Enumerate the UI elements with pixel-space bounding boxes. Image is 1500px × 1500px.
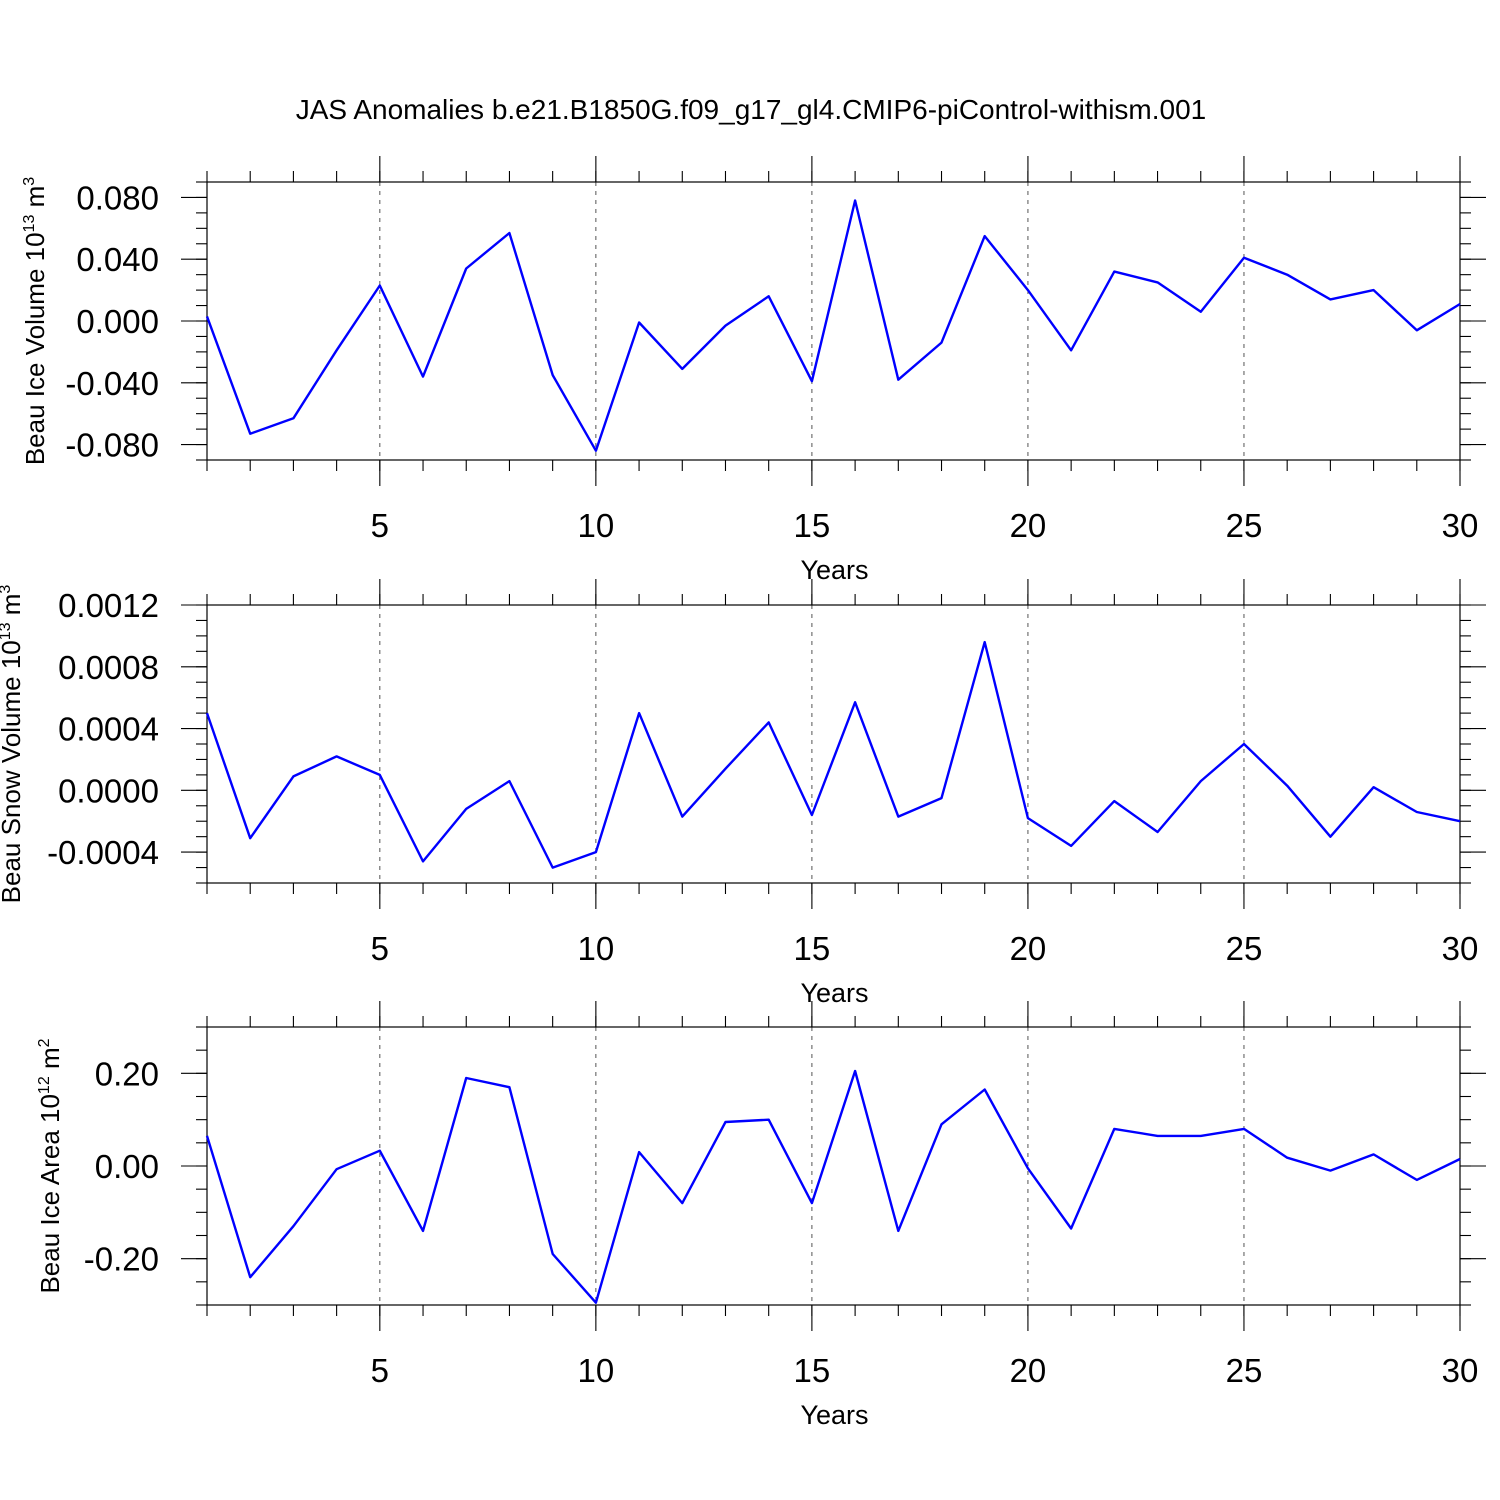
plot-frame xyxy=(206,604,1461,884)
x-tick-label: 5 xyxy=(371,507,389,544)
y-tick-label: 0.040 xyxy=(76,241,159,278)
y-axis-label-text: Beau Ice Volume 10 xyxy=(20,232,50,465)
y-axis-label: Beau Ice Volume 1013 m3 xyxy=(20,177,50,465)
y-axis-label-unit-exponent: 3 xyxy=(0,585,14,594)
plot-frame xyxy=(206,181,1461,461)
y-tick-label: -0.0004 xyxy=(47,834,159,871)
y-axis-label-text: Beau Snow Volume 10 xyxy=(0,640,26,903)
y-axis-label: Beau Snow Volume 1013 m3 xyxy=(0,585,26,904)
x-tick-label: 20 xyxy=(1010,930,1047,967)
y-tick-label: -0.20 xyxy=(84,1241,159,1278)
x-tick-label: 20 xyxy=(1010,1352,1047,1389)
x-axis-label: Years xyxy=(800,978,868,1008)
data-series-line xyxy=(205,640,1461,869)
figure-title: JAS Anomalies b.e21.B1850G.f09_g17_gl4.C… xyxy=(296,94,1207,125)
x-tick-label: 10 xyxy=(578,507,615,544)
x-tick-label: 10 xyxy=(578,1352,615,1389)
y-tick-label: 0.0008 xyxy=(58,649,159,686)
x-tick-label: 15 xyxy=(794,930,831,967)
y-axis-label-unit: m xyxy=(0,594,26,623)
x-tick-label: 25 xyxy=(1226,1352,1263,1389)
y-tick-label: 0.0004 xyxy=(58,711,159,748)
y-tick-label: -0.040 xyxy=(65,365,159,402)
x-axis-label: Years xyxy=(800,555,868,585)
y-tick-label: 0.20 xyxy=(95,1055,159,1092)
y-tick-label: 0.0012 xyxy=(58,587,159,624)
x-tick-label: 10 xyxy=(578,930,615,967)
x-tick-label: 15 xyxy=(794,1352,831,1389)
y-tick-label: 0.00 xyxy=(95,1148,159,1185)
x-tick-label: 30 xyxy=(1442,1352,1479,1389)
x-tick-label: 15 xyxy=(794,507,831,544)
y-axis-label-unit-exponent: 3 xyxy=(21,177,38,186)
data-series-line xyxy=(205,199,1461,452)
y-axis-label-unit-exponent: 2 xyxy=(36,1038,53,1047)
y-axis-label: Beau Ice Area 1012 m2 xyxy=(35,1038,65,1293)
y-axis-label-exponent: 12 xyxy=(36,1076,53,1094)
chart-panel-beau-snow-volume: -0.0004 0.0000 0.0004 0.0008 0.0012 5 10 15 20 25… xyxy=(0,579,1486,1008)
y-axis-label-text: Beau Ice Area 10 xyxy=(35,1094,65,1293)
y-tick-label: -0.080 xyxy=(65,427,159,464)
x-tick-label: 25 xyxy=(1226,507,1263,544)
y-tick-label: 0.000 xyxy=(76,303,159,340)
x-tick-label: 30 xyxy=(1442,930,1479,967)
x-tick-label: 25 xyxy=(1226,930,1263,967)
plot-frame xyxy=(206,1026,1461,1306)
x-tick-label: 20 xyxy=(1010,507,1047,544)
x-tick-label: 5 xyxy=(371,1352,389,1389)
x-tick-label: 30 xyxy=(1442,507,1479,544)
x-tick-label: 5 xyxy=(371,930,389,967)
data-series-line xyxy=(205,1069,1461,1304)
y-axis-label-exponent: 13 xyxy=(0,622,14,640)
y-tick-label: 0.0000 xyxy=(58,772,159,809)
y-tick-label: 0.080 xyxy=(76,179,159,216)
chart-panel-beau-ice-area: -0.20 0.00 0.20 5 10 15 20 25 30 Years Beau Ice Ar… xyxy=(35,1001,1486,1430)
x-axis-label: Years xyxy=(800,1400,868,1430)
y-axis-label-unit: m xyxy=(35,1047,65,1076)
y-axis-label-unit: m xyxy=(20,186,50,215)
y-axis-label-exponent: 13 xyxy=(21,215,38,233)
chart-panel-beau-ice-volume: -0.080 -0.040 0.000 0.040 0.080 5 10 15 20 25 30 Ye… xyxy=(20,156,1486,585)
